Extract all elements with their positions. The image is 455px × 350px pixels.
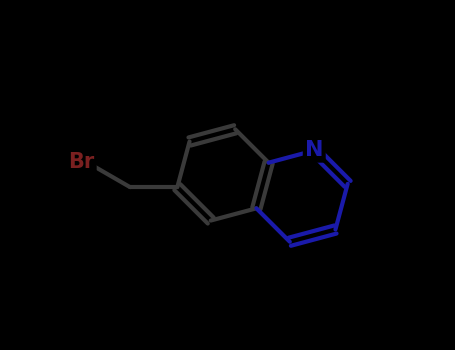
Text: N: N bbox=[305, 140, 324, 160]
Text: Br: Br bbox=[68, 152, 95, 172]
